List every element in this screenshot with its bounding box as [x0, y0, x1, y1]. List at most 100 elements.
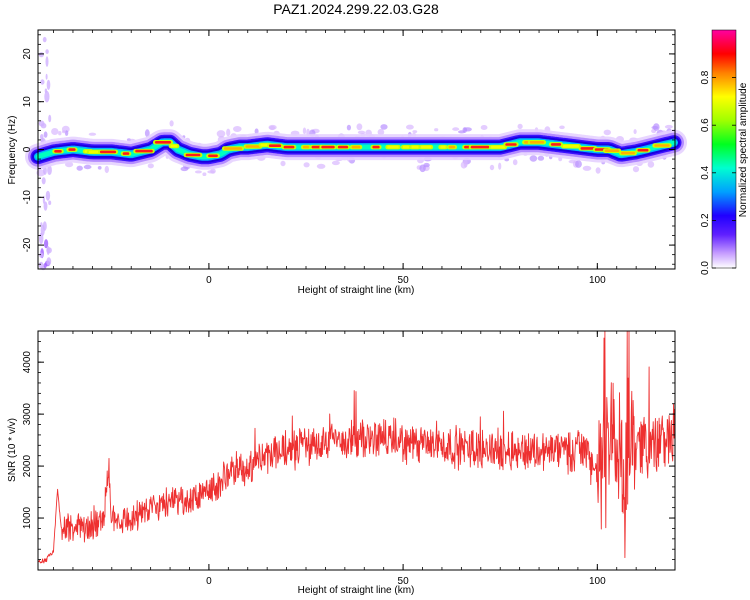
colorbar: 0.0 0.2 0.4 0.6 0.8 Normalized spectral ampl…: [700, 29, 749, 275]
snr-y-tick-label: 1000: [22, 506, 33, 529]
spectrogram-edge-noise: [45, 73, 48, 80]
spectrogram-noise: [303, 162, 310, 168]
spectrogram-x-axis-label: Height of straight line (km): [298, 285, 415, 296]
spectrogram-noise: [406, 124, 414, 130]
spectrogram-y-tick-label: 0: [22, 146, 33, 152]
spectrogram-edge-noise: [40, 222, 43, 227]
spectrogram-noise: [575, 160, 582, 168]
spectrogram-noise: [529, 155, 538, 162]
spectrogram-edge-noise: [48, 200, 52, 206]
spectrogram-noise: [331, 160, 340, 166]
spectrogram-noise: [202, 172, 207, 176]
spectrogram-x-tick-label: 100: [589, 275, 606, 286]
spectrogram-noise: [346, 124, 351, 131]
spectrogram-noise: [632, 166, 640, 173]
snr-y-tick-label: 4000: [22, 351, 33, 374]
spectrogram-edge-noise: [42, 36, 47, 43]
spectrogram-noise: [216, 130, 226, 138]
colorbar-ticks: 0.0 0.2 0.4 0.6 0.8: [700, 70, 736, 275]
spectrogram-edge-noise: [45, 56, 49, 67]
spectrogram-edge-noise: [38, 52, 45, 58]
snr-frame: [37, 330, 676, 571]
spectrogram-noise: [452, 127, 460, 131]
colorbar-tick-label: 0.8: [700, 70, 711, 84]
snr-x-ticks: 0 50 100: [53, 331, 676, 587]
spectrogram-noise: [226, 128, 231, 137]
spectrogram-noise: [412, 130, 418, 134]
spectrogram-edge-noise: [43, 201, 48, 211]
spectrogram-noise: [61, 130, 66, 134]
spectrogram-noise: [280, 160, 286, 167]
spectrogram-noise: [633, 129, 637, 135]
snr-x-tick-label: 50: [398, 576, 410, 587]
spectrogram-noise: [582, 165, 592, 171]
colorbar-tick-label: 0.6: [700, 118, 711, 132]
colorbar-tick-label: 0.4: [700, 165, 711, 179]
spectrogram-noise: [498, 162, 502, 170]
spectrogram-noise: [603, 129, 611, 136]
spectrogram-noise: [144, 129, 150, 138]
spectrogram-edge-noise: [40, 79, 45, 85]
spectrogram-noise: [595, 167, 601, 174]
spectrogram-noise: [489, 164, 495, 171]
spectrogram-noise: [568, 159, 577, 164]
spectrogram-edge-noise: [38, 261, 44, 269]
spectrogram-y-tick-label: -10: [22, 190, 33, 205]
spectrogram-noise: [460, 161, 467, 169]
snr-panel: 0 50 100 1000 2000 3000 4000 Height of straig…: [7, 330, 676, 596]
spectrogram-noise: [210, 168, 216, 174]
spectrogram-edge-noise: [41, 177, 46, 185]
spectrogram-edge-noise: [43, 263, 47, 268]
spectrogram-noise: [302, 127, 307, 135]
spectrogram-noise: [254, 128, 259, 135]
spectrogram-noise: [36, 169, 46, 177]
spectrogram-noise: [104, 165, 110, 174]
spectrogram-x-ticks: 0 50 100: [53, 30, 676, 286]
snr-y-axis-label: SNR (10 * v/v): [7, 418, 18, 482]
spectrogram-noise: [269, 125, 276, 131]
spectrogram-noise: [58, 131, 62, 136]
spectrogram-edge-noise: [46, 257, 52, 266]
spectrogram-noise: [517, 123, 523, 130]
snr-x-tick-label: 0: [206, 576, 212, 587]
spectrogram-edge-noise: [46, 79, 51, 90]
spectrogram-noise: [512, 159, 518, 166]
spectrogram-noise: [316, 163, 326, 169]
spectrogram-edge-noise: [45, 190, 51, 201]
colorbar-gradient: [711, 29, 737, 269]
spectrogram-y-tick-label: -20: [22, 237, 33, 252]
snr-x-axis-label: Height of straight line (km): [298, 585, 415, 596]
spectrogram-noise: [76, 165, 83, 171]
colorbar-label: Normalized spectral amplitude: [738, 82, 749, 217]
spectrogram-x-tick-label: 0: [206, 275, 212, 286]
spectrogram-y-ticks: -20 -10 0 10 20: [22, 34, 675, 265]
spectrogram-marks: [25, 36, 687, 271]
spectrogram-noise: [651, 125, 659, 130]
spectrogram-edge-noise: [48, 114, 52, 123]
snr-y-ticks: 1000 2000 3000 4000: [22, 330, 675, 561]
colorbar-tick-label: 0.0: [700, 261, 711, 275]
spectrogram-noise: [419, 164, 426, 173]
spectrogram-noise: [43, 131, 48, 138]
spectrogram-noise: [169, 120, 174, 127]
spectrogram-noise: [147, 163, 154, 169]
snr-line: [37, 330, 676, 564]
spectrogram-y-axis-label: Frequency (Hz): [7, 116, 18, 185]
snr-y-tick-label: 3000: [22, 403, 33, 426]
snr-marks: [37, 330, 676, 564]
spectrogram-edge-noise: [44, 239, 49, 249]
spectrogram-noise: [434, 128, 439, 132]
spectrogram-edge-noise: [40, 224, 45, 236]
spectrogram-noise: [462, 127, 468, 133]
spectrogram-edge-noise: [47, 165, 52, 176]
spectrogram-noise: [559, 125, 565, 130]
spectrogram-noise: [647, 161, 655, 168]
spectrogram-noise: [88, 132, 97, 136]
spectrogram-noise: [377, 128, 385, 136]
spectrogram-edge-noise: [39, 252, 44, 258]
spectrogram-edge-noise: [44, 90, 50, 103]
spectrogram-edge-noise: [38, 120, 45, 127]
spectrogram-edge-noise: [46, 246, 50, 255]
spectrogram-y-tick-label: 10: [22, 96, 33, 108]
